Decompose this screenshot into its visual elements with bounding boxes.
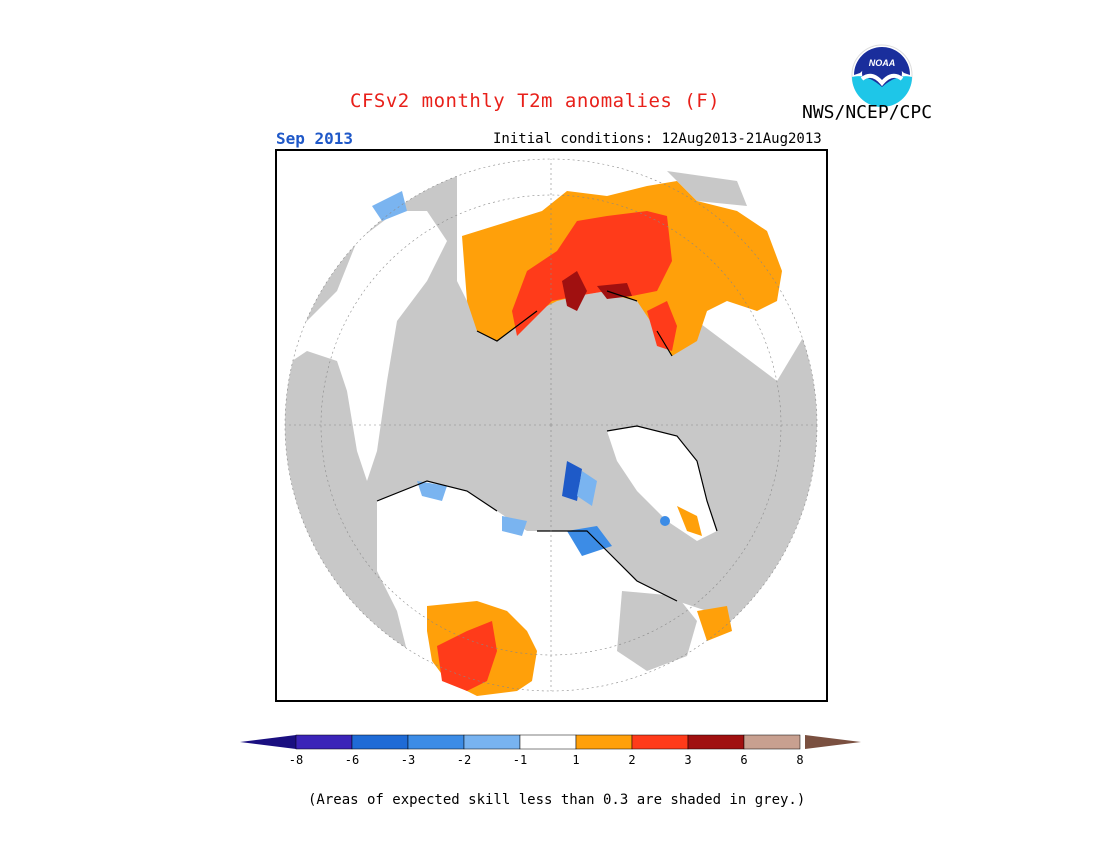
- forecast-month: Sep 2013: [276, 129, 354, 148]
- colorbar-bin: [295, 734, 353, 750]
- colorbar-low-arrow: [240, 735, 296, 749]
- colorbar-tick-label: -3: [401, 753, 415, 767]
- colorbar-bin: [351, 734, 409, 750]
- colorbar-bin: [631, 734, 689, 750]
- colorbar-legend: -8 -6 -3 -2 -1 1 2 3 6 8: [238, 733, 863, 777]
- anomaly-red-siberia: [512, 211, 672, 336]
- colorbar-high-arrow: [805, 735, 861, 749]
- anomaly-darkred-2: [597, 283, 632, 299]
- colorbar-tick-label: -8: [289, 753, 303, 767]
- noaa-logo-text: NOAA: [869, 58, 896, 68]
- low-skill-patch-east: [617, 591, 697, 671]
- anomaly-blue-alaska: [417, 481, 447, 501]
- anomaly-orange-northeast: [697, 606, 732, 641]
- colorbar-bin: [519, 734, 577, 750]
- initial-conditions: Initial conditions: 12Aug2013-21Aug2013: [493, 131, 822, 147]
- skill-footnote: (Areas of expected skill less than 0.3 a…: [308, 792, 806, 808]
- colorbar-svg: -8 -6 -3 -2 -1 1 2 3 6 8: [240, 734, 861, 767]
- colorbar-bin: [575, 734, 633, 750]
- colorbar-tick-label: 8: [796, 753, 803, 767]
- colorbar-tick-label: -1: [513, 753, 527, 767]
- colorbar-tick-label: 3: [684, 753, 691, 767]
- polar-map-svg: [277, 151, 826, 700]
- colorbar-bin: [463, 734, 521, 750]
- anomaly-blue-greenland: [660, 516, 670, 526]
- anomaly-lightblue-archipelago: [577, 471, 597, 506]
- anomaly-blue-north: [502, 516, 527, 536]
- colorbar-tick-label: -6: [345, 753, 359, 767]
- colorbar-tick-label: -2: [457, 753, 471, 767]
- anomaly-red-westus: [437, 621, 497, 691]
- anomaly-blue-europe: [372, 191, 407, 221]
- colorbar-tick-label: 2: [628, 753, 635, 767]
- map-title: CFSv2 monthly T2m anomalies (F): [350, 90, 721, 112]
- colorbar-tick-label: 1: [572, 753, 579, 767]
- colorbar-bin: [687, 734, 745, 750]
- colorbar-tick-label: 6: [740, 753, 747, 767]
- colorbar-bin: [743, 734, 801, 750]
- europe-land: [292, 211, 447, 481]
- colorbar-bin: [407, 734, 465, 750]
- anomaly-orange-greenland: [677, 506, 702, 536]
- noaa-logo: NOAA: [850, 43, 914, 111]
- low-skill-patch: [667, 171, 747, 206]
- anomaly-blue-hudson: [567, 526, 612, 556]
- anomaly-map: [275, 149, 828, 702]
- anomaly-darkblue-archipelago: [562, 461, 582, 501]
- coastlines: [376, 290, 718, 602]
- anomaly-darkred-1: [562, 271, 587, 311]
- agency-label: NWS/NCEP/CPC: [802, 102, 933, 123]
- anomaly-red-east: [647, 301, 677, 351]
